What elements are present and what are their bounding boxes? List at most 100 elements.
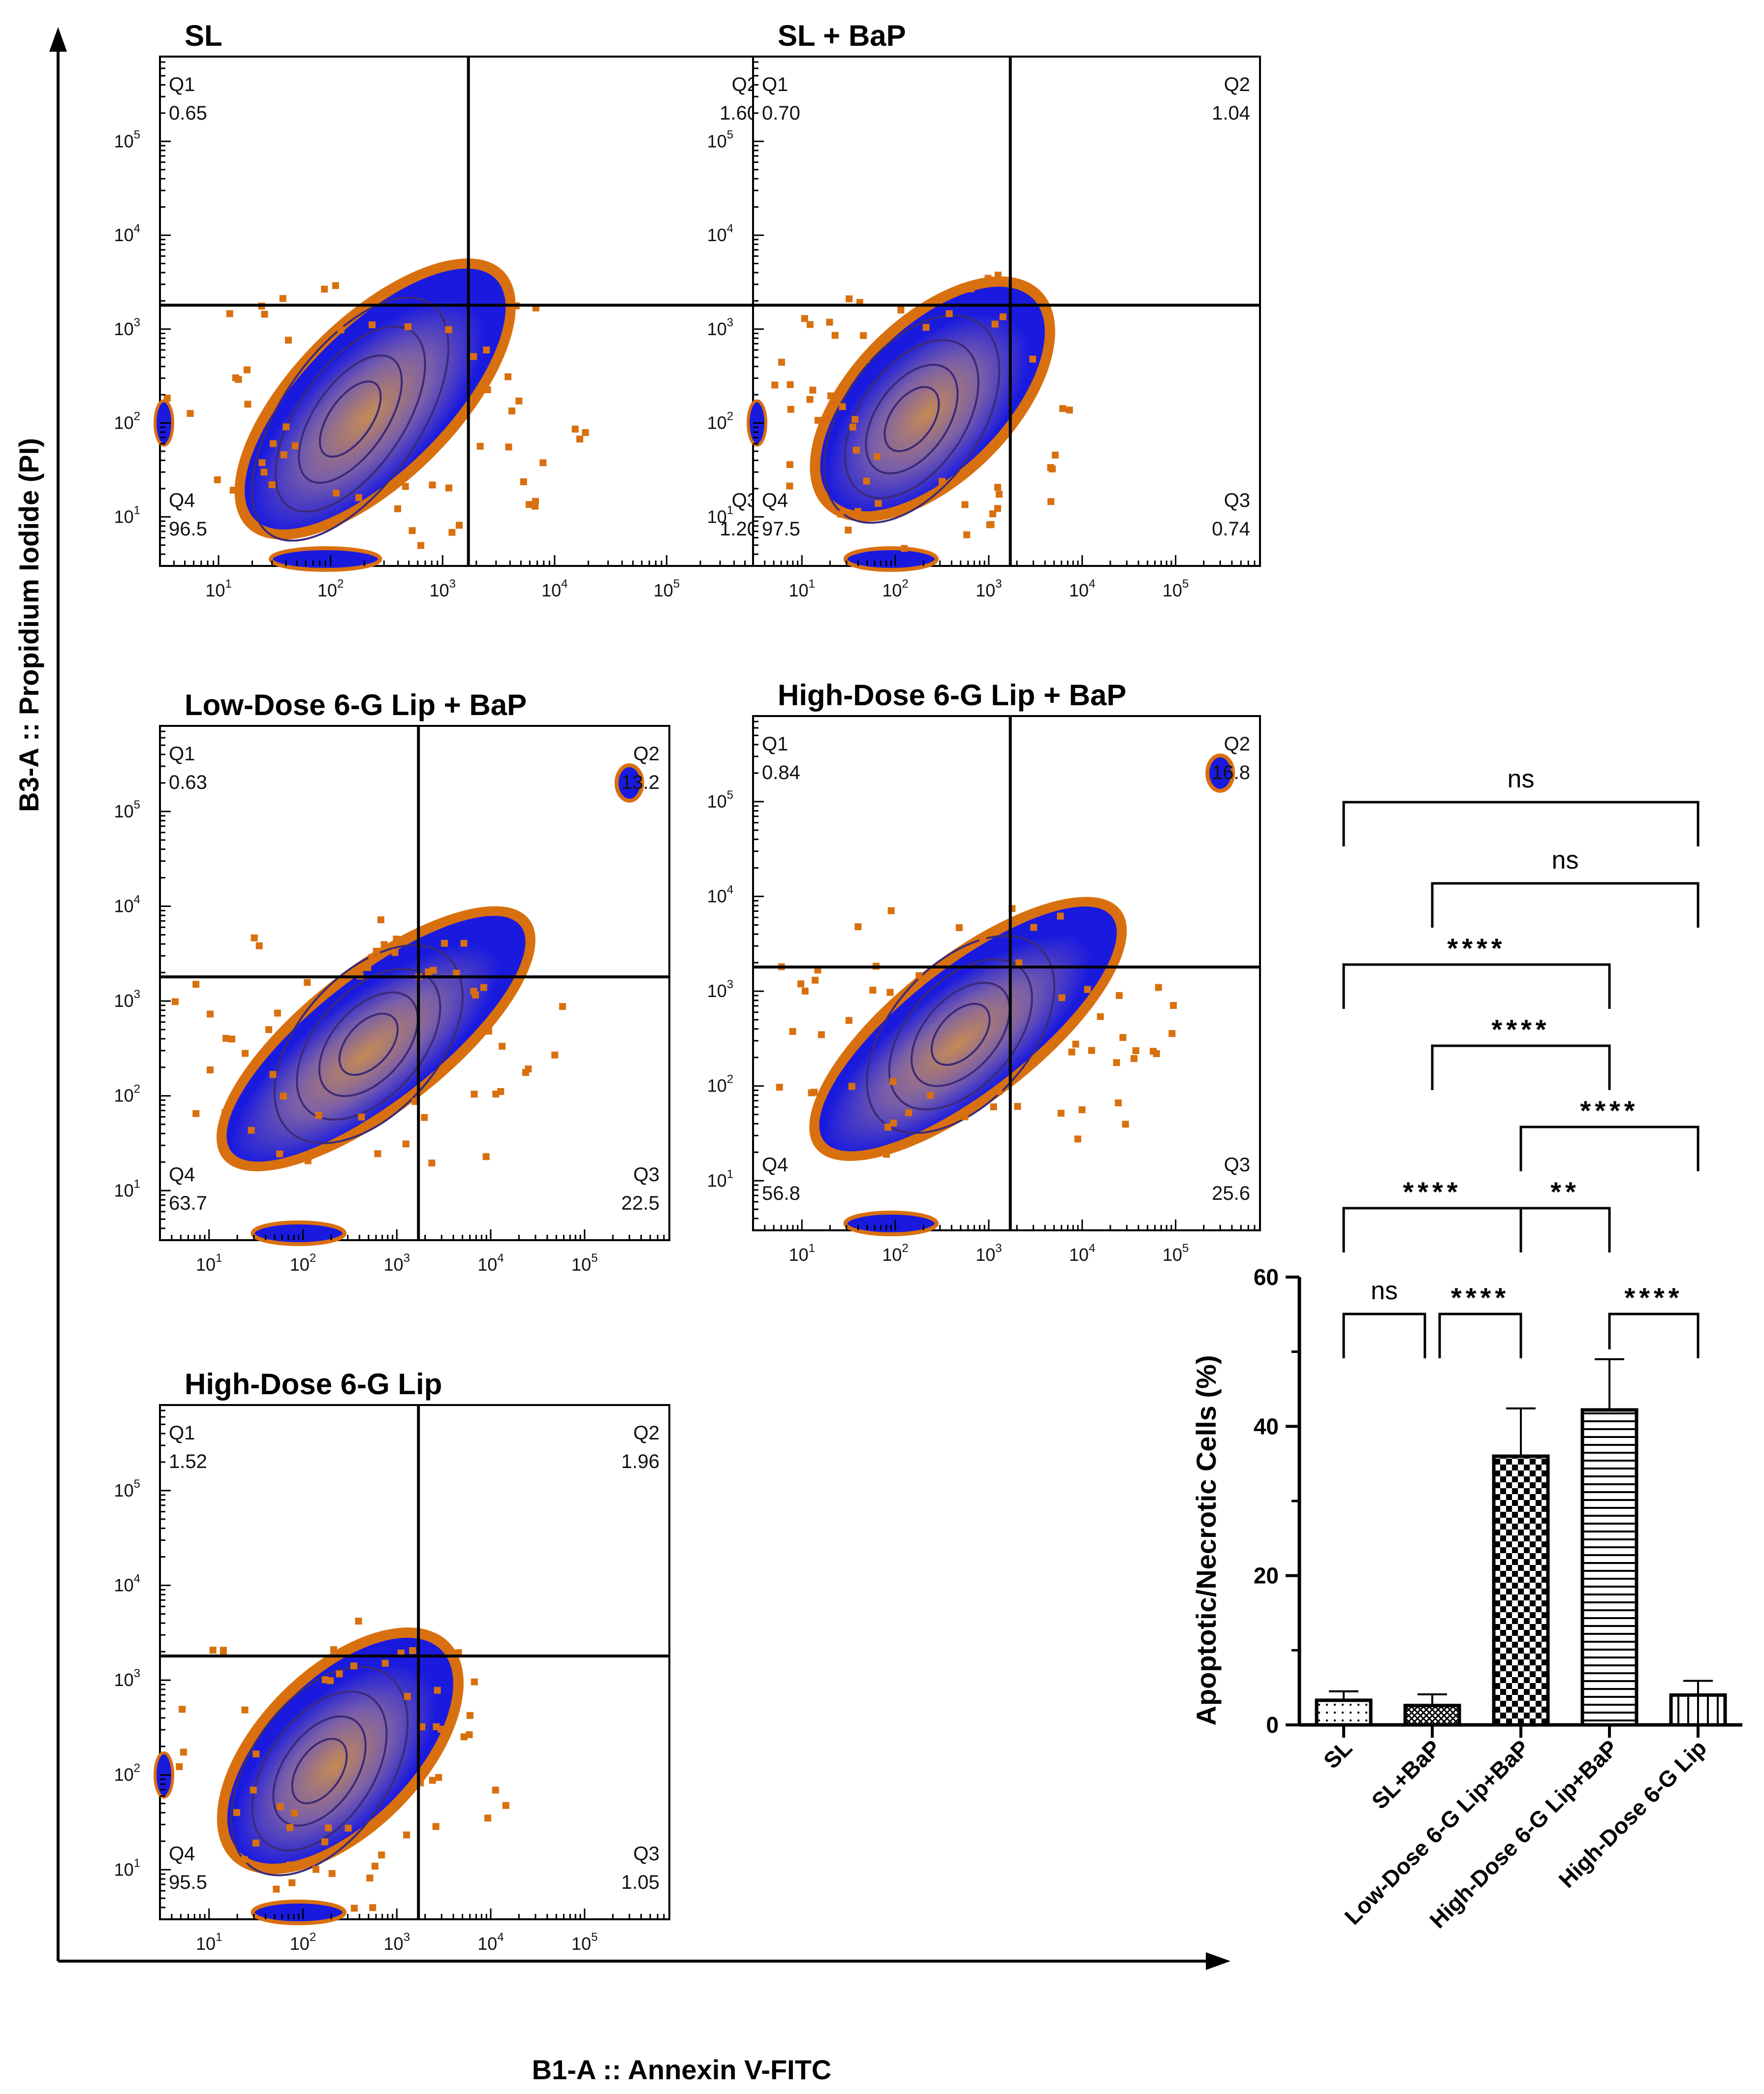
event-dot xyxy=(470,988,477,995)
tick-exponent: 4 xyxy=(134,893,140,906)
tick-exponent: 3 xyxy=(404,1251,410,1265)
tick-exponent: 2 xyxy=(134,1762,140,1775)
event-dot xyxy=(994,272,1002,279)
event-dot xyxy=(260,469,268,476)
y-tick-label: 103 xyxy=(114,316,140,339)
event-dot xyxy=(806,396,814,403)
outer-x-arrowhead xyxy=(1206,1952,1230,1970)
x-tick-label: 103 xyxy=(430,577,456,600)
bracket-line xyxy=(1342,1207,1522,1252)
quadrant-value: 96.5 xyxy=(169,518,207,540)
event-dot xyxy=(417,542,425,549)
event-dot xyxy=(1057,912,1064,920)
tick-exponent: 5 xyxy=(1182,577,1189,591)
significance-bracket: ns xyxy=(1342,765,1700,846)
significance-bracket: ** xyxy=(1519,1176,1611,1252)
x-tick-label: 101 xyxy=(205,577,231,600)
event-dot xyxy=(860,332,867,339)
tick-exponent: 4 xyxy=(497,1251,504,1265)
event-dot xyxy=(863,477,870,485)
event-dot xyxy=(984,275,992,282)
event-dot xyxy=(358,1113,365,1121)
event-dot xyxy=(265,1026,273,1033)
x-tick-label: 102 xyxy=(317,577,344,600)
x-tick-label: 104 xyxy=(1069,1242,1095,1265)
tick-exponent: 1 xyxy=(727,503,733,517)
event-dot xyxy=(771,381,779,389)
density-contour xyxy=(230,1665,409,1876)
y-tick-label: 104 xyxy=(707,222,733,245)
event-dot xyxy=(350,1662,357,1670)
tick-exponent: 5 xyxy=(134,798,140,812)
event-dot xyxy=(806,321,814,328)
event-dot xyxy=(787,381,794,388)
quadrant-value: 1.96 xyxy=(621,1451,660,1472)
event-dot xyxy=(369,321,376,328)
x-tick-label: 101 xyxy=(196,1931,222,1954)
event-dot xyxy=(1057,1110,1065,1117)
event-dot xyxy=(995,1088,1003,1095)
event-dot xyxy=(852,446,860,454)
y-tick-label: 103 xyxy=(114,988,140,1011)
y-tick-label: 102 xyxy=(114,1083,140,1106)
bar-x-tick-label: SL xyxy=(1319,1735,1357,1773)
bar-x-tick-label: Low-Dose 6-G Lip+BaP xyxy=(1340,1735,1535,1930)
tick-exponent: 5 xyxy=(673,577,680,591)
bracket-line xyxy=(1438,1313,1522,1358)
event-dot xyxy=(445,484,452,492)
event-dot xyxy=(270,440,277,447)
event-dot xyxy=(492,1091,500,1098)
event-dot xyxy=(429,1777,436,1784)
event-dot xyxy=(425,968,432,975)
event-dot xyxy=(576,436,584,443)
density-top-blob xyxy=(1205,753,1235,793)
event-dot xyxy=(801,315,808,322)
event-dot xyxy=(350,1905,358,1912)
event-dot xyxy=(1014,1103,1021,1110)
density-bottom-blob xyxy=(843,1211,939,1236)
quadrant-label: Q4 xyxy=(762,1154,788,1176)
quadrant-value: 22.5 xyxy=(621,1192,660,1214)
event-dot xyxy=(476,442,484,450)
tick-exponent: 3 xyxy=(134,316,140,329)
tick-exponent: 4 xyxy=(134,1572,140,1586)
event-dot xyxy=(355,494,362,501)
event-dot xyxy=(539,459,547,467)
event-dot xyxy=(809,386,817,394)
event-dot xyxy=(269,1071,277,1078)
density-body xyxy=(245,268,506,530)
event-dot xyxy=(990,1103,997,1111)
significance-bracket: **** xyxy=(1431,1014,1611,1090)
event-dot xyxy=(1097,1013,1104,1020)
event-dot xyxy=(1047,498,1055,505)
tick-exponent: 1 xyxy=(809,577,815,591)
event-dot xyxy=(999,313,1007,320)
y-tick-label: 102 xyxy=(114,1762,140,1785)
event-dot xyxy=(1058,994,1066,1001)
bar-1 xyxy=(1403,1704,1461,1727)
bracket-line xyxy=(1342,963,1611,1009)
event-dot xyxy=(291,1810,298,1817)
outer-axes xyxy=(49,27,1230,1970)
bar-y-axis-title: Apoptotic/Necrotic Cells (%) xyxy=(1191,1355,1222,1726)
event-dot xyxy=(286,1861,293,1869)
event-dot xyxy=(559,1003,566,1010)
quadrant-value: 0.74 xyxy=(1212,518,1250,540)
event-dot xyxy=(460,939,468,947)
quadrant-label: Q3 xyxy=(1224,490,1250,511)
density-contour xyxy=(291,1738,348,1805)
event-dot xyxy=(404,1693,411,1700)
quadrant-label: Q2 xyxy=(1224,74,1250,95)
tick-exponent: 3 xyxy=(449,577,456,591)
event-dot xyxy=(252,1840,260,1847)
event-dot xyxy=(1072,1040,1079,1048)
event-dot xyxy=(258,459,266,467)
bracket-line xyxy=(1519,1207,1611,1252)
event-dot xyxy=(276,1150,284,1157)
quadrant-label: Q2 xyxy=(633,743,660,765)
event-dot xyxy=(875,500,882,507)
tick-exponent: 2 xyxy=(902,577,908,591)
y-tick-label: 104 xyxy=(707,883,733,906)
event-dot xyxy=(801,987,809,995)
